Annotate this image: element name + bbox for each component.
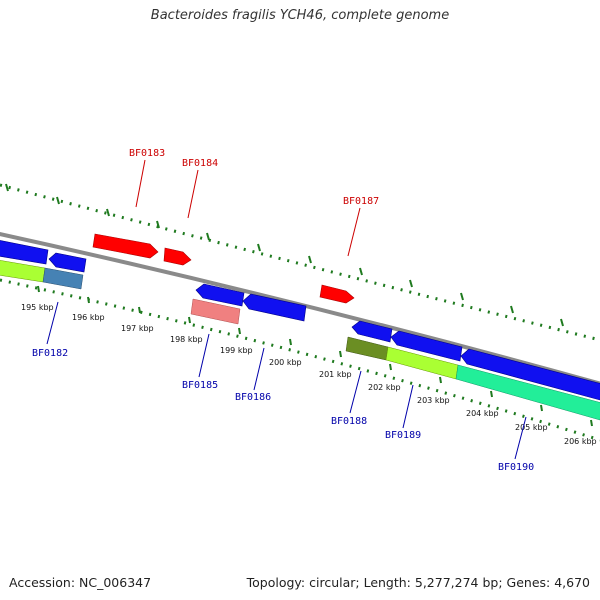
- gene-bf0188-upper[interactable]: [351, 320, 393, 343]
- kbp-label: 197 kbp: [121, 324, 154, 333]
- kbp-label: 206 kbp: [564, 437, 597, 446]
- kbp-label: 195 kbp: [21, 303, 54, 312]
- gene-labels: BF0183 BF0184 BF0187 BF0182 BF0185 BF018…: [32, 148, 534, 473]
- upper-major-tick: [510, 305, 514, 314]
- leader-bf0188: [349, 370, 362, 414]
- gene-bf0186[interactable]: [242, 293, 307, 322]
- gene-label-bf0182[interactable]: BF0182: [32, 348, 68, 359]
- block-salmon: [190, 298, 241, 325]
- kbp-label: 201 kbp: [319, 370, 352, 379]
- kbp-label: 199 kbp: [220, 346, 253, 355]
- leader-bf0182: [46, 301, 59, 345]
- reverse-genes: [0, 240, 600, 401]
- upper-major-tick: [156, 220, 160, 229]
- lower-major-ticks: [37, 285, 593, 427]
- upper-major-tick: [560, 318, 564, 327]
- lower-major-tick: [389, 363, 392, 371]
- block-olive: [345, 336, 389, 361]
- kbp-label: 198 kbp: [170, 335, 203, 344]
- upper-major-tick: [257, 243, 261, 252]
- leader-bf0187: [347, 207, 361, 257]
- kbp-label: 200 kbp: [269, 358, 302, 367]
- lower-major-tick: [339, 350, 342, 358]
- upper-major-tick: [409, 279, 413, 288]
- kbp-label: 205 kbp: [515, 423, 548, 432]
- lower-major-tick: [87, 296, 90, 304]
- kbp-label: 202 kbp: [368, 383, 401, 392]
- gene-bf0189-upper[interactable]: [390, 330, 463, 362]
- leader-bf0184: [187, 169, 199, 219]
- kbp-labels: 195 kbp 196 kbp 197 kbp 198 kbp 199 kbp …: [21, 303, 597, 446]
- leader-bf0185: [198, 333, 210, 378]
- gene-label-bf0183[interactable]: BF0183: [129, 148, 165, 159]
- leader-bf0190: [514, 416, 527, 460]
- upper-major-tick: [460, 292, 464, 301]
- block-teal: [455, 364, 600, 421]
- gene-label-bf0184[interactable]: BF0184: [182, 158, 218, 169]
- lower-major-tick: [289, 338, 292, 346]
- accession-text: Accession: NC_006347: [9, 575, 152, 590]
- gene-label-bf0188[interactable]: BF0188: [331, 416, 367, 427]
- gene-bf0182-upper[interactable]: [48, 252, 87, 273]
- gene-bf0185-upper[interactable]: [195, 283, 245, 307]
- kbp-label: 196 kbp: [72, 313, 105, 322]
- gene-label-bf0187[interactable]: BF0187: [343, 196, 379, 207]
- upper-major-tick: [308, 255, 312, 264]
- upper-major-tick: [359, 267, 363, 276]
- kbp-label: 204 kbp: [466, 409, 499, 418]
- block-steel: [42, 267, 84, 290]
- genome-title: Bacteroides fragilis YCH46, complete gen…: [150, 8, 450, 23]
- upper-major-tick: [5, 183, 9, 192]
- label-leaders: [46, 159, 527, 460]
- kbp-label: 203 kbp: [417, 396, 450, 405]
- upper-major-tick: [106, 208, 110, 217]
- lower-major-tick: [238, 327, 241, 335]
- gene-label-bf0189[interactable]: BF0189: [385, 430, 421, 441]
- annotation-track: [0, 260, 600, 421]
- lower-major-tick: [540, 404, 543, 412]
- gene-bf0190-upper[interactable]: [460, 348, 600, 401]
- leader-bf0189: [402, 384, 414, 429]
- lower-major-tick: [590, 419, 593, 427]
- block-lime-left: [0, 260, 46, 283]
- upper-major-tick: [206, 232, 210, 241]
- gene-label-bf0185[interactable]: BF0185: [182, 380, 218, 391]
- forward-genes-outer: [92, 233, 355, 304]
- leader-bf0186: [253, 347, 265, 391]
- lower-major-tick: [490, 390, 493, 398]
- gene-label-bf0190[interactable]: BF0190: [498, 462, 534, 473]
- gene-label-bf0186[interactable]: BF0186: [235, 392, 271, 403]
- lower-major-tick: [188, 316, 191, 324]
- gene-bf0184[interactable]: [163, 247, 192, 266]
- lower-major-tick: [138, 306, 141, 314]
- upper-major-ticks: [5, 183, 564, 327]
- genome-summary-text: Topology: circular; Length: 5,277,274 bp…: [246, 575, 590, 590]
- upper-major-tick: [56, 196, 60, 205]
- gene-reverse-left-1[interactable]: [0, 240, 49, 265]
- lower-major-tick: [37, 285, 40, 293]
- leader-bf0183: [135, 159, 146, 208]
- gene-bf0183[interactable]: [92, 233, 159, 259]
- lower-major-tick: [439, 376, 442, 384]
- gene-bf0187[interactable]: [319, 284, 355, 304]
